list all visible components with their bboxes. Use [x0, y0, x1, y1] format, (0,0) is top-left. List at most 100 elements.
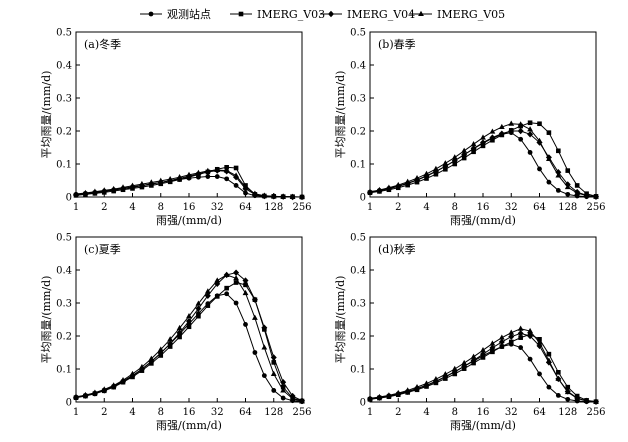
data-point: [508, 339, 514, 345]
data-point: [565, 384, 571, 390]
data-point: [261, 344, 268, 350]
data-point: [110, 382, 117, 388]
data-point: [545, 357, 552, 363]
x-tick-label: 32: [211, 407, 224, 418]
data-point: [214, 166, 221, 172]
data-point: [498, 130, 505, 137]
data-point: [546, 179, 552, 185]
data-point: [233, 269, 240, 276]
data-point: [546, 130, 552, 135]
data-point: [186, 317, 192, 325]
data-point: [574, 189, 581, 196]
data-point: [517, 121, 524, 127]
data-point: [386, 392, 392, 398]
data-point: [517, 330, 524, 337]
x-tick-label: 16: [477, 407, 490, 418]
x-axis-title: 雨强/(mm/d): [450, 419, 516, 432]
data-point: [204, 288, 211, 294]
data-point: [461, 359, 468, 366]
data-point: [92, 389, 98, 395]
data-point: [299, 193, 305, 199]
data-point: [423, 380, 430, 386]
data-point: [470, 145, 477, 152]
data-point: [214, 174, 220, 179]
x-tick-label: 256: [292, 407, 311, 418]
y-axis-title: 平均雨量/(mm/d): [40, 276, 53, 364]
data-point: [489, 344, 496, 352]
data-point: [583, 397, 590, 404]
data-point: [129, 182, 136, 188]
data-point: [536, 137, 543, 143]
data-point: [564, 388, 571, 395]
data-point: [471, 149, 476, 155]
y-tick-label: 0: [360, 398, 366, 409]
data-point: [73, 190, 79, 197]
data-point: [556, 370, 561, 375]
data-point: [565, 191, 571, 197]
x-tick-label: 4: [129, 407, 135, 418]
y-tick-label: 0.4: [350, 266, 366, 277]
data-point: [556, 148, 561, 154]
data-point: [233, 165, 239, 171]
data-point: [537, 121, 542, 127]
data-point: [470, 357, 477, 364]
data-point: [461, 155, 467, 161]
data-point: [167, 340, 174, 347]
panel-summer: 0 0.1 0.2 0.3 0.4 0.5 1 2 4 8 16 32 64 128 256 雨强/(mm/d…: [40, 233, 312, 433]
data-point: [480, 355, 486, 360]
data-point: [242, 277, 249, 284]
series-4: [367, 325, 599, 404]
data-point: [593, 398, 599, 404]
x-tick-label: 1: [73, 202, 79, 213]
data-point: [433, 165, 439, 171]
data-point: [233, 300, 239, 306]
y-tick-label: 0.3: [350, 94, 366, 105]
x-tick-label: 32: [211, 202, 224, 213]
data-point: [527, 120, 533, 126]
data-point: [167, 336, 174, 342]
y-tick-label: 0.2: [56, 332, 72, 343]
data-point: [242, 289, 249, 296]
data-point: [452, 161, 458, 167]
legend-label: IMERG_V04: [347, 8, 415, 21]
data-point: [233, 275, 239, 281]
data-point: [480, 139, 486, 146]
x-tick-label: 128: [558, 202, 577, 213]
x-tick-label: 2: [101, 202, 107, 213]
x-axis-title: 雨强/(mm/d): [450, 214, 516, 227]
data-point: [527, 126, 533, 132]
plot-frame: [369, 31, 597, 198]
data-point: [205, 303, 211, 308]
data-point: [518, 335, 523, 340]
x-tick-label: 64: [239, 202, 252, 213]
data-point: [498, 334, 505, 340]
x-tick-label: 1: [367, 407, 373, 418]
data-point: [101, 187, 108, 193]
legend: 观测站点 IMERG_V03 IMERG_V04 IMERG_V05: [140, 7, 505, 21]
data-point: [195, 300, 202, 306]
data-point: [224, 165, 229, 170]
y-tick-label: 0.3: [56, 299, 72, 310]
data-point: [546, 351, 552, 357]
data-point: [270, 370, 277, 376]
data-point: [251, 314, 258, 320]
data-point: [224, 176, 230, 182]
x-tick-label: 2: [101, 407, 107, 418]
x-tick-label: 256: [586, 202, 605, 213]
x-axis-title: 雨强/(mm/d): [156, 419, 222, 432]
data-point: [470, 141, 477, 147]
data-point: [176, 324, 183, 331]
data-point: [565, 396, 571, 402]
data-point: [139, 363, 145, 370]
data-point: [442, 163, 449, 170]
panel-title: (c)夏季: [84, 243, 121, 256]
data-point: [461, 147, 468, 153]
data-point: [271, 388, 277, 393]
data-point: [176, 174, 183, 180]
x-tick-label: 8: [158, 202, 164, 213]
data-point: [489, 134, 496, 141]
data-point: [376, 186, 383, 193]
data-point: [261, 192, 268, 198]
data-point: [442, 160, 449, 166]
y-tick-label: 0: [360, 193, 366, 204]
